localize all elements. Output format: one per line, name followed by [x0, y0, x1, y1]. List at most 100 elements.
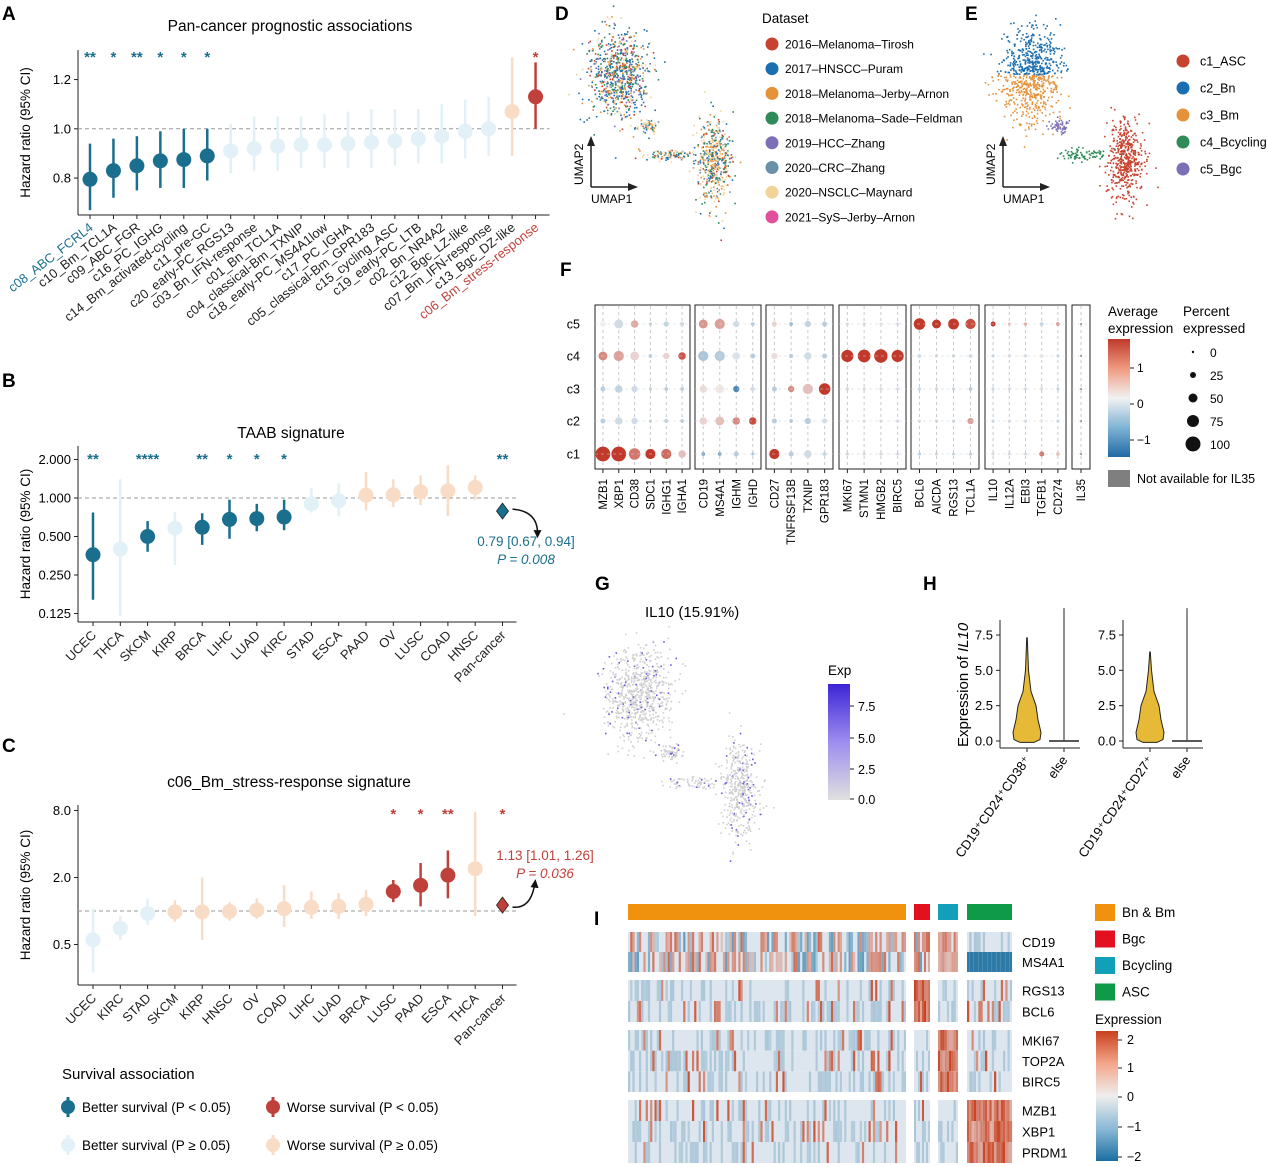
dataset-legend-swatch	[765, 62, 779, 76]
cell-type-legend-swatch	[1095, 957, 1115, 974]
dotplot-dot	[631, 417, 638, 425]
hr-point	[331, 493, 347, 509]
dotplot-dot	[967, 417, 974, 425]
hr-point	[528, 89, 544, 105]
dotplot-dot	[822, 353, 828, 359]
hr-point	[358, 487, 374, 503]
dotplot-dot	[822, 418, 828, 424]
x-tick-label: COAD	[417, 628, 454, 665]
dotplot-dot	[896, 387, 900, 391]
annotation-arrow	[512, 884, 536, 908]
heatmap-gene-label: RGS13	[1022, 984, 1065, 999]
hr-point	[457, 123, 473, 139]
dotplot-dot	[751, 452, 755, 456]
violin-y-tick-label: 7.5	[1098, 628, 1116, 643]
x-tick-label: ESCA	[309, 627, 345, 663]
umap-e-axes: UMAP1 UMAP2	[984, 136, 1050, 206]
hr-point	[481, 121, 497, 137]
dotplot-dot	[968, 452, 973, 456]
cell-type-legend-label: Bn & Bm	[1122, 905, 1175, 920]
dotplot-dot	[879, 387, 883, 391]
violin-x-label: else	[1044, 753, 1070, 781]
dotplot-gene-label: CD38	[630, 479, 642, 508]
dotplot-gene-label: IGHG1	[661, 479, 673, 515]
annotation-arrow	[512, 508, 539, 534]
hr-point	[194, 904, 210, 920]
dotplot-row-label: c2	[567, 415, 580, 429]
dotplot-dot	[664, 387, 669, 391]
x-tick-label: COAD	[253, 991, 290, 1028]
dataset-legend-label: 2019–HCC–Zhang	[785, 136, 885, 150]
dotplot-row-label: c5	[567, 318, 580, 332]
dotplot-dot	[968, 387, 973, 391]
y-tick-label: 0.500	[38, 529, 71, 544]
hr-point	[199, 148, 215, 164]
hr-point	[317, 137, 332, 153]
y-tick-label: 2.0	[53, 870, 71, 885]
dotplot-dot	[965, 318, 976, 330]
panel-i-legends: Bn & Bm Bgc Bcycling ASC Expression 2 1 0 −…	[1095, 904, 1175, 1164]
hr-point	[385, 487, 401, 503]
violin-y-tick-label: 0.0	[975, 734, 993, 749]
dotplot-dot	[732, 352, 741, 360]
violin-y-tick-label: 2.5	[975, 698, 993, 713]
hr-point	[303, 899, 319, 915]
hr-point	[303, 496, 319, 512]
hr-point	[82, 171, 98, 187]
dotplot-dot	[896, 419, 900, 423]
dataset-legend-label: 2016–Melanoma–Tirosh	[785, 38, 914, 52]
dotplot-group-box	[838, 304, 907, 470]
cell-type-legend-label: Bcycling	[1122, 958, 1172, 973]
annotation-arrowhead	[533, 530, 542, 539]
dotplot-dot	[680, 419, 684, 423]
dotplot-dot	[750, 322, 755, 326]
violin-y-tick-label: 5.0	[975, 663, 993, 678]
annotation-value: 1.13 [1.01, 1.26]	[496, 848, 594, 863]
y-axis-label: Hazard ratio (95% CI)	[18, 469, 33, 600]
dotplot-dot	[611, 446, 627, 462]
dotplot-dot	[1023, 387, 1028, 391]
cell-type-legend-label: ASC	[1122, 985, 1150, 1000]
exp-colorbar	[828, 684, 850, 800]
panel-e-umap: UMAP1 UMAP2 c1_ASC c2_Bn c3_Bm c4_Bcyclingc…	[983, 14, 1267, 220]
dotplot-dot	[804, 450, 812, 458]
dotplot-dot	[896, 452, 900, 456]
hr-point	[222, 511, 237, 527]
dataset-legend-label: 2020–CRC–Zhang	[785, 161, 885, 175]
hr-point	[467, 861, 483, 877]
x-tick-label: LUAD	[228, 628, 263, 663]
panel-h-violins: Expression of IL10 7.5 5.0 2.5 0.0 CD19⁺CD24…	[952, 608, 1203, 860]
dotplot-dot	[614, 385, 623, 393]
annotation-p: P = 0.008	[497, 552, 555, 567]
dotplot-row-label: c1	[567, 448, 580, 462]
annotation-value: 0.79 [0.67, 0.94]	[477, 534, 575, 549]
umap-d-xlabel: UMAP1	[591, 192, 633, 206]
dotplot-gene-label: XBP1	[614, 479, 626, 508]
cell-type-legend-swatch	[1095, 983, 1115, 1001]
y-axis-label: Hazard ratio (95% CI)	[18, 67, 33, 198]
dotplot-gene-label: MS4A1	[715, 479, 727, 517]
dotplot-dot	[614, 417, 623, 425]
heatmap-gene-label: TOP2A	[1022, 1054, 1065, 1069]
forest-plot-a: Pan-cancer prognostic associations Hazard…	[5, 18, 550, 329]
x-tick-label: SKCM	[117, 628, 154, 665]
avg-expression-tick: 0	[1137, 397, 1144, 411]
dataset-legend: 2016–Melanoma–Tirosh 2017–HNSCC–Puram 2018…	[765, 37, 962, 224]
hr-point	[385, 883, 401, 899]
x-tick-label: KIRC	[94, 991, 127, 1024]
hr-point	[293, 137, 309, 153]
dotplot-dot	[804, 417, 812, 425]
heatmap-annotation-bar	[967, 904, 1012, 920]
heatmap-annotation-bar	[914, 904, 930, 920]
dotplot-dot	[896, 322, 900, 326]
cell-type-legend-label: Bgc	[1122, 932, 1146, 947]
cell-type-legend: Bn & Bm Bgc Bcycling ASC	[1095, 904, 1175, 1001]
violin-shape	[1012, 637, 1042, 743]
x-tick-label: PAAD	[337, 628, 372, 663]
y-tick-label: 0.250	[38, 568, 71, 583]
dotplot-dot	[750, 353, 756, 359]
dotplot-dot	[1023, 354, 1028, 358]
hr-point	[434, 128, 450, 144]
panel-letter-e: E	[965, 4, 978, 25]
cluster-legend-swatch	[1176, 135, 1190, 149]
